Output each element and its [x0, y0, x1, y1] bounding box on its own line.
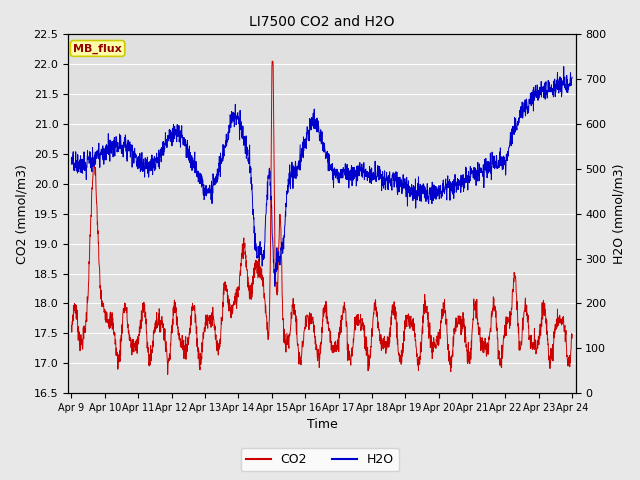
Title: LI7500 CO2 and H2O: LI7500 CO2 and H2O [249, 15, 395, 29]
Y-axis label: CO2 (mmol/m3): CO2 (mmol/m3) [15, 164, 28, 264]
X-axis label: Time: Time [307, 419, 337, 432]
Text: MB_flux: MB_flux [73, 43, 122, 54]
Legend: CO2, H2O: CO2, H2O [241, 448, 399, 471]
Y-axis label: H2O (mmol/m3): H2O (mmol/m3) [612, 164, 625, 264]
